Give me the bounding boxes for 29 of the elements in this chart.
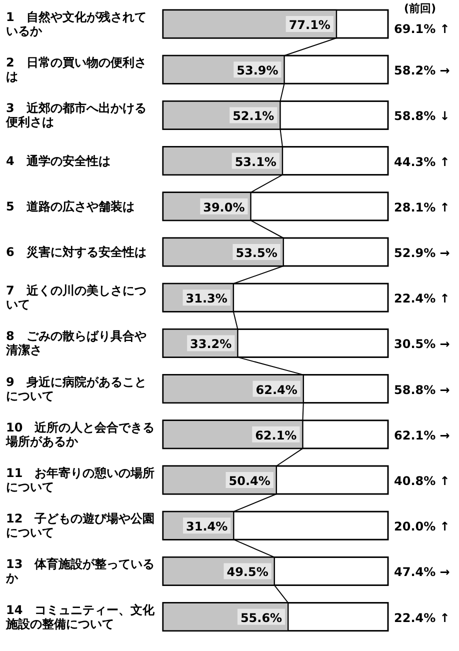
text: 44.3% ↑ <box>394 154 450 169</box>
data-label: 50.4% <box>228 474 270 488</box>
text: 58.2% → <box>394 64 450 78</box>
text: 22.4% ↑ <box>394 610 450 625</box>
data-label: 55.6% <box>240 610 282 625</box>
text: 28.1% ↑ <box>394 200 450 214</box>
text: 62.1% → <box>394 428 450 442</box>
text: 58.8% ↓ <box>394 109 450 124</box>
text: (前回) <box>404 2 436 15</box>
data-label: 33.2% <box>190 337 232 352</box>
data-label: 62.1% <box>255 428 297 442</box>
text: 30.5% → <box>394 337 450 352</box>
text: 40.8% ↑ <box>394 474 450 488</box>
data-label: 52.1% <box>232 109 274 124</box>
data-label: 62.4% <box>256 382 298 397</box>
text: 58.8% → <box>394 382 450 397</box>
text: 47.4% → <box>394 565 450 580</box>
data-label: 31.4% <box>186 520 228 534</box>
data-label: 49.5% <box>226 565 268 580</box>
data-label: 53.9% <box>236 64 278 78</box>
data-label: 53.5% <box>236 246 278 260</box>
text: 52.9% → <box>394 246 450 260</box>
data-label: 53.1% <box>234 154 276 169</box>
data-label: 39.0% <box>203 200 245 214</box>
text: 20.0% ↑ <box>394 520 450 534</box>
data-label: 77.1% <box>288 18 330 32</box>
text: 69.1% ↑ <box>394 22 450 36</box>
data-label: 31.3% <box>186 292 228 306</box>
text: 22.4% ↑ <box>394 292 450 306</box>
